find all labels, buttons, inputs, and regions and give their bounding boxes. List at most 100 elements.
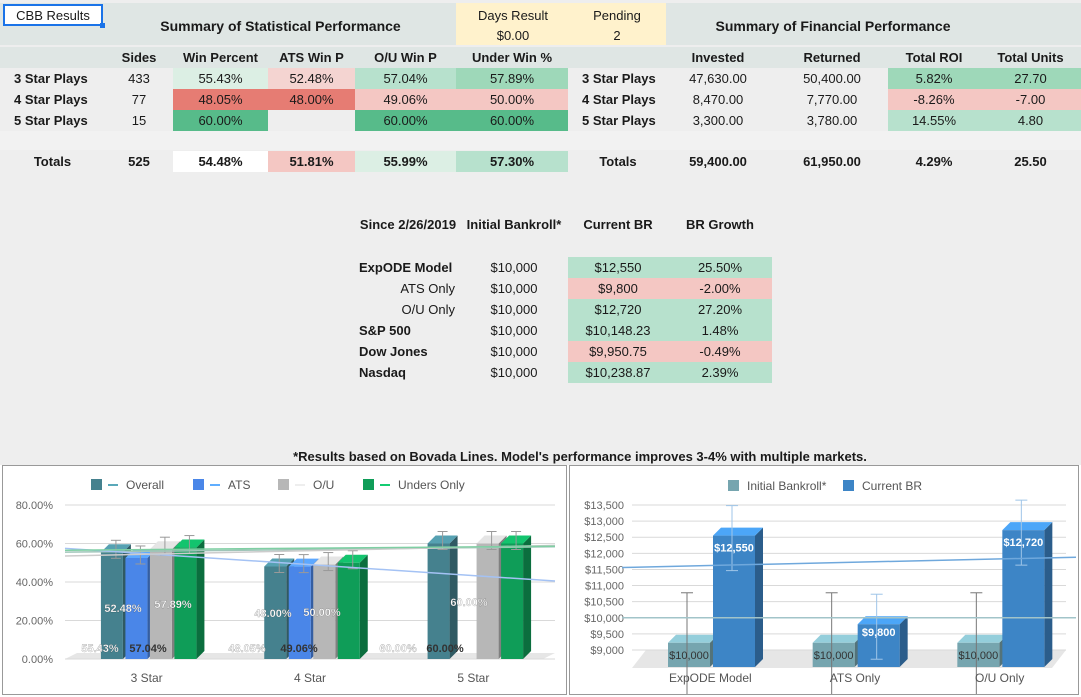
stat-totals-ou: 55.99% (355, 151, 456, 172)
y-tick-label: $12,500 (584, 532, 624, 544)
br-row-label: ATS Only (400, 281, 455, 296)
win-percent-chart[interactable]: 0.00% 20.00% 40.00% 60.00% 80.00% Overall ATS O… (2, 465, 567, 695)
col-header-ats-win: ATS Win P (279, 50, 344, 65)
bar-overall (264, 566, 287, 659)
legend-label: Overall (126, 478, 164, 492)
legend-swatch (363, 479, 374, 490)
br-initial: $10,000 (490, 302, 538, 317)
fin-invested: 3,300.00 (692, 113, 744, 128)
fin-roi: 14.55% (888, 110, 980, 131)
bankroll-chart-svg: $9,000 $9,500 $10,000 $10,500 $11,000 $11,500… (584, 479, 1077, 697)
cbb-results-cell[interactable]: CBB Results (3, 4, 103, 26)
fin-roi: -8.26% (888, 89, 980, 110)
y-tick-label: 80.00% (16, 500, 54, 512)
stat-ats-win: 48.00% (268, 89, 355, 110)
br-current: $9,950.75 (568, 341, 668, 362)
data-label: 48.05% (228, 643, 266, 655)
trendline-current (621, 556, 1077, 569)
fin-totals-units: 25.50 (1014, 154, 1047, 169)
fin-returned: 3,780.00 (806, 113, 858, 128)
pending-label: Pending (593, 7, 641, 23)
col-header-under-win: Under Win % (471, 50, 553, 65)
bar-unders-only-side (359, 554, 368, 659)
data-label: 49.06% (280, 643, 318, 655)
br-current: $10,238.87 (568, 362, 668, 383)
br-row-label: O/U Only (401, 302, 455, 317)
x-category-label: 4 Star (294, 671, 326, 685)
cell-fill-handle[interactable] (100, 23, 105, 28)
legend-label: ATS (228, 478, 250, 492)
col-header-returned: Returned (803, 50, 861, 65)
br-initial: $10,000 (490, 365, 538, 380)
y-tick-label: $9,500 (590, 629, 624, 641)
spreadsheet-area: CBB Results Summary of Statistical Perfo… (0, 0, 1081, 465)
br-current: $12,550 (568, 257, 668, 278)
header-row-band (0, 47, 1081, 68)
fin-returned: 50,400.00 (803, 71, 861, 86)
br-growth: -2.00% (668, 278, 772, 299)
fin-invested: 8,470.00 (692, 92, 744, 107)
fin-roi: 5.82% (888, 68, 980, 89)
br-row-label: Dow Jones (359, 344, 428, 359)
fin-totals-roi: 4.29% (915, 154, 953, 169)
col-header-ou-win: O/U Win P (374, 50, 437, 65)
x-category-label: ExpODE Model (669, 671, 752, 685)
bar-initial-bankroll (668, 642, 710, 667)
br-growth: 2.39% (668, 362, 772, 383)
fin-summary-title: Summary of Financial Performance (715, 18, 951, 34)
bar-current-br (713, 535, 755, 667)
days-result-value: $0.00 (496, 27, 530, 43)
data-label: $12,720 (1003, 537, 1043, 549)
days-result-label: Days Result (477, 7, 549, 23)
bar-ats (288, 566, 311, 659)
bar-overall-side (449, 535, 458, 659)
x-category-label: 3 Star (131, 671, 163, 685)
legend-label: Current BR (862, 479, 922, 493)
stat-row-label: 4 Star Plays (14, 92, 88, 107)
bankroll-chart[interactable]: $9,000 $9,500 $10,000 $10,500 $11,000 $11,500… (569, 465, 1079, 697)
stat-totals-ats: 51.81% (268, 151, 355, 172)
stat-sides: 15 (131, 113, 147, 128)
stat-totals-under: 57.30% (456, 151, 568, 172)
data-label: 57.04% (129, 643, 167, 655)
br-header-since: Since 2/26/2019 (359, 217, 457, 232)
data-label: 57.89% (154, 599, 192, 611)
col-header-total-roi: Total ROI (905, 50, 963, 65)
br-initial: $10,000 (490, 281, 538, 296)
pending-band (456, 3, 666, 45)
br-row-label: ExpODE Model (359, 260, 453, 275)
y-tick-label: 40.00% (16, 577, 54, 589)
col-header-sides: Sides (121, 50, 157, 65)
fin-units: -7.00 (980, 89, 1081, 110)
stat-totals-win: 54.48% (173, 151, 268, 172)
bar-overall (427, 543, 450, 659)
stat-sides: 433 (128, 71, 150, 86)
data-label: 52.48% (104, 603, 142, 615)
br-current: $12,720 (568, 299, 668, 320)
stat-win-percent: 48.05% (173, 89, 268, 110)
fin-units: 27.70 (980, 68, 1081, 89)
col-header-win-percent: Win Percent (182, 50, 258, 65)
stat-totals-sides: 525 (128, 154, 150, 169)
br-current: $9,800 (568, 278, 668, 299)
fin-totals-returned: 61,950.00 (803, 154, 861, 169)
blank-row (0, 131, 1081, 150)
stat-under-win: 57.89% (456, 68, 568, 89)
br-header-current: Current BR (583, 217, 653, 232)
br-growth: 25.50% (668, 257, 772, 278)
stat-under-win: 60.00% (456, 110, 568, 131)
fin-totals-label: Totals (599, 154, 637, 169)
stat-row-label: 3 Star Plays (14, 71, 88, 86)
legend-label: Initial Bankroll* (747, 479, 827, 493)
bar-current-br-top (1002, 522, 1053, 531)
fin-units: 4.80 (980, 110, 1081, 131)
data-label: 60.00% (426, 643, 464, 655)
y-tick-label: $12,000 (584, 548, 624, 560)
bar-initial-bankroll-top (812, 634, 863, 643)
stat-ou-win: 57.04% (355, 68, 456, 89)
legend-label: Unders Only (398, 478, 465, 492)
data-label: 48.00% (254, 608, 292, 620)
bar-current-br-side (899, 616, 908, 667)
br-row-label: S&P 500 (359, 323, 411, 338)
stat-ats-win (268, 110, 355, 131)
